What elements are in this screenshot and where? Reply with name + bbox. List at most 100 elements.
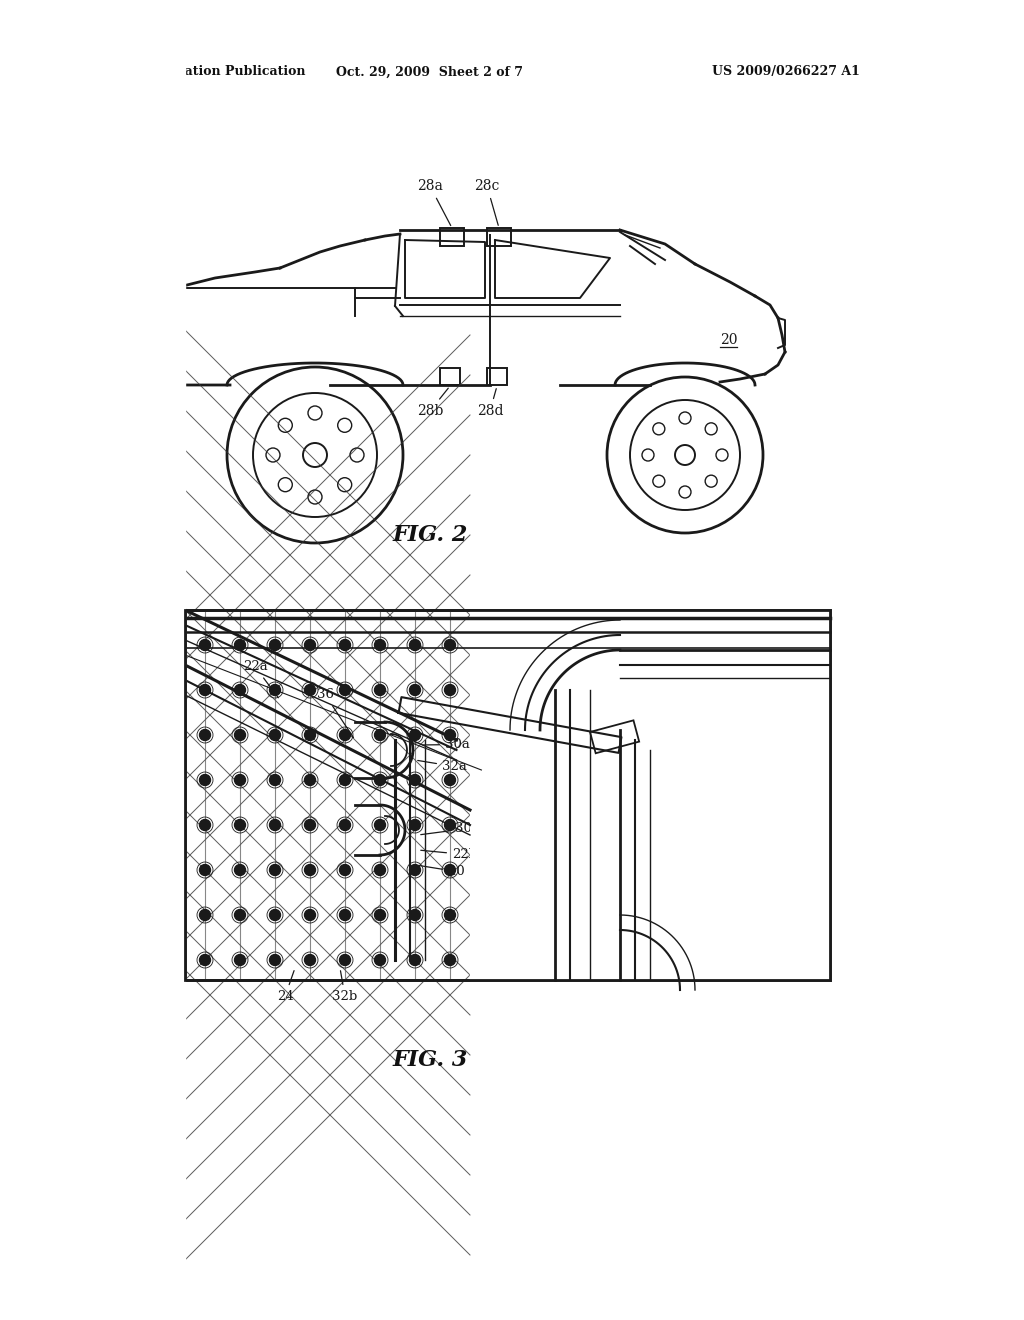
Circle shape bbox=[269, 820, 281, 830]
Circle shape bbox=[234, 865, 246, 875]
Text: 20: 20 bbox=[720, 333, 737, 347]
Text: Oct. 29, 2009  Sheet 2 of 7: Oct. 29, 2009 Sheet 2 of 7 bbox=[337, 66, 523, 78]
Circle shape bbox=[444, 639, 456, 651]
Circle shape bbox=[200, 954, 211, 965]
Circle shape bbox=[200, 730, 211, 741]
Text: 28c: 28c bbox=[474, 180, 500, 226]
Circle shape bbox=[234, 639, 246, 651]
Text: 40a: 40a bbox=[154, 742, 178, 755]
Circle shape bbox=[375, 775, 385, 785]
Circle shape bbox=[375, 909, 385, 920]
Circle shape bbox=[410, 820, 421, 830]
Bar bbox=[0, 0, 185, 1320]
Circle shape bbox=[269, 730, 281, 741]
Circle shape bbox=[200, 775, 211, 785]
Circle shape bbox=[444, 685, 456, 696]
Circle shape bbox=[269, 954, 281, 965]
Bar bbox=[185, 610, 830, 979]
Circle shape bbox=[304, 954, 315, 965]
Circle shape bbox=[340, 775, 350, 785]
Bar bbox=[487, 228, 511, 246]
Text: Patent Application Publication: Patent Application Publication bbox=[90, 66, 305, 78]
Text: 32b: 32b bbox=[333, 970, 357, 1003]
Text: 18c': 18c' bbox=[516, 698, 553, 738]
Bar bbox=[185, 610, 830, 979]
Circle shape bbox=[340, 639, 350, 651]
Circle shape bbox=[234, 685, 246, 696]
Circle shape bbox=[200, 820, 211, 830]
Text: 28d: 28d bbox=[477, 388, 503, 418]
Circle shape bbox=[200, 639, 211, 651]
Circle shape bbox=[269, 865, 281, 875]
Circle shape bbox=[444, 909, 456, 920]
Text: 30b: 30b bbox=[421, 822, 480, 836]
Circle shape bbox=[304, 820, 315, 830]
Text: 19a': 19a' bbox=[551, 766, 580, 808]
Circle shape bbox=[304, 685, 315, 696]
Circle shape bbox=[200, 865, 211, 875]
Circle shape bbox=[375, 685, 385, 696]
Bar bbox=[487, 368, 507, 385]
Text: 12': 12' bbox=[158, 768, 178, 781]
Text: US 2009/0266227 A1: US 2009/0266227 A1 bbox=[712, 66, 860, 78]
Circle shape bbox=[375, 820, 385, 830]
Text: 30a: 30a bbox=[423, 738, 470, 751]
Text: 28a: 28a bbox=[417, 180, 451, 226]
Circle shape bbox=[269, 909, 281, 920]
Circle shape bbox=[304, 730, 315, 741]
Text: 36: 36 bbox=[316, 688, 353, 738]
Circle shape bbox=[340, 685, 350, 696]
Circle shape bbox=[444, 954, 456, 965]
Circle shape bbox=[269, 685, 281, 696]
Circle shape bbox=[410, 730, 421, 741]
Circle shape bbox=[375, 865, 385, 875]
Text: 28b: 28b bbox=[417, 388, 449, 418]
Circle shape bbox=[410, 639, 421, 651]
Bar bbox=[440, 368, 460, 385]
Circle shape bbox=[234, 954, 246, 965]
Circle shape bbox=[340, 865, 350, 875]
Circle shape bbox=[304, 775, 315, 785]
Circle shape bbox=[410, 775, 421, 785]
Circle shape bbox=[304, 865, 315, 875]
Circle shape bbox=[410, 954, 421, 965]
Circle shape bbox=[410, 685, 421, 696]
Bar bbox=[470, 610, 830, 979]
Circle shape bbox=[340, 730, 350, 741]
Text: FIG. 2: FIG. 2 bbox=[392, 524, 468, 546]
Text: 34: 34 bbox=[481, 645, 509, 708]
Circle shape bbox=[269, 775, 281, 785]
Circle shape bbox=[234, 909, 246, 920]
Circle shape bbox=[200, 909, 211, 920]
Text: 40b: 40b bbox=[153, 717, 178, 730]
Text: 22b: 22b bbox=[421, 847, 477, 861]
Circle shape bbox=[340, 954, 350, 965]
Circle shape bbox=[375, 954, 385, 965]
Text: 10: 10 bbox=[419, 865, 465, 878]
Circle shape bbox=[304, 909, 315, 920]
Circle shape bbox=[340, 909, 350, 920]
Circle shape bbox=[234, 730, 246, 741]
Circle shape bbox=[444, 730, 456, 741]
Bar bbox=[470, 610, 830, 979]
Circle shape bbox=[375, 639, 385, 651]
Text: 22a: 22a bbox=[243, 660, 279, 698]
Text: 24: 24 bbox=[276, 970, 294, 1003]
Circle shape bbox=[234, 775, 246, 785]
Circle shape bbox=[375, 730, 385, 741]
Circle shape bbox=[340, 820, 350, 830]
Circle shape bbox=[200, 685, 211, 696]
Circle shape bbox=[234, 820, 246, 830]
Text: 20: 20 bbox=[700, 774, 717, 787]
Text: 38: 38 bbox=[631, 640, 655, 697]
Circle shape bbox=[304, 639, 315, 651]
Circle shape bbox=[269, 639, 281, 651]
Circle shape bbox=[444, 865, 456, 875]
Circle shape bbox=[444, 775, 456, 785]
Text: 32a: 32a bbox=[418, 760, 467, 774]
Text: FIG. 3: FIG. 3 bbox=[392, 1049, 468, 1071]
Bar bbox=[590, 721, 639, 754]
Circle shape bbox=[410, 865, 421, 875]
Circle shape bbox=[444, 820, 456, 830]
Bar bbox=[440, 228, 464, 246]
